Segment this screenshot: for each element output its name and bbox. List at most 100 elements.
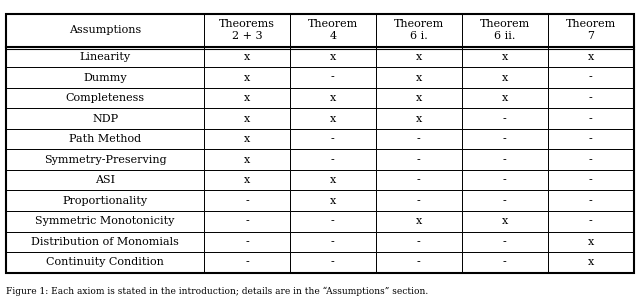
Text: x: x [502, 72, 508, 83]
Text: x: x [330, 52, 336, 62]
Bar [6, 108, 204, 129]
Bar [376, 252, 461, 273]
Text: x: x [330, 93, 336, 103]
Text: -: - [331, 155, 335, 165]
Text: x: x [330, 114, 336, 124]
Text: -: - [503, 155, 507, 165]
Bar [548, 88, 634, 108]
Bar [290, 190, 376, 211]
Bar [290, 252, 376, 273]
Text: Linearity: Linearity [79, 52, 131, 62]
Bar [548, 170, 634, 190]
Bar [548, 190, 634, 211]
Bar [461, 108, 548, 129]
Bar [6, 129, 204, 149]
Bar [376, 211, 461, 232]
Bar [204, 252, 290, 273]
Text: -: - [245, 257, 249, 267]
Text: -: - [417, 237, 420, 247]
Bar [548, 211, 634, 232]
Bar [461, 14, 548, 47]
Text: x: x [244, 134, 250, 144]
Text: -: - [331, 134, 335, 144]
Bar [6, 211, 204, 232]
Bar [290, 88, 376, 108]
Bar [6, 190, 204, 211]
Text: x: x [502, 52, 508, 62]
Bar [6, 252, 204, 273]
Text: Theorem
6 i.: Theorem 6 i. [394, 19, 444, 42]
Text: Figure 1: Each axiom is stated in the introduction; details are in the “Assumpti: Figure 1: Each axiom is stated in the in… [6, 286, 429, 296]
Text: Theorem
4: Theorem 4 [308, 19, 358, 42]
Text: Path Method: Path Method [69, 134, 141, 144]
Text: Continuity Condition: Continuity Condition [46, 257, 164, 267]
Text: -: - [503, 257, 507, 267]
Bar [548, 129, 634, 149]
Bar [376, 149, 461, 170]
Text: Distribution of Monomials: Distribution of Monomials [31, 237, 179, 247]
Text: -: - [503, 175, 507, 185]
Text: x: x [244, 52, 250, 62]
Bar [461, 170, 548, 190]
Bar [290, 108, 376, 129]
Text: Assumptions: Assumptions [69, 25, 141, 35]
Bar [290, 232, 376, 252]
Text: -: - [331, 237, 335, 247]
Bar [204, 232, 290, 252]
Bar [204, 190, 290, 211]
Text: -: - [589, 216, 593, 226]
Text: Proportionality: Proportionality [63, 196, 148, 206]
Bar [290, 211, 376, 232]
Text: -: - [245, 237, 249, 247]
Text: Theorem
6 ii.: Theorem 6 ii. [479, 19, 530, 42]
Bar [376, 170, 461, 190]
Text: -: - [589, 196, 593, 206]
Text: -: - [417, 175, 420, 185]
Text: -: - [417, 257, 420, 267]
Text: Symmetric Monotonicity: Symmetric Monotonicity [35, 216, 175, 226]
Bar [461, 232, 548, 252]
Bar [204, 149, 290, 170]
Bar [290, 129, 376, 149]
Text: -: - [331, 72, 335, 83]
Bar [204, 129, 290, 149]
Bar [548, 14, 634, 47]
Bar [461, 47, 548, 67]
Bar [548, 47, 634, 67]
Text: x: x [588, 257, 594, 267]
Bar [6, 149, 204, 170]
Text: -: - [503, 134, 507, 144]
Bar [461, 211, 548, 232]
Text: -: - [503, 196, 507, 206]
Text: Dummy: Dummy [83, 72, 127, 83]
Text: x: x [415, 72, 422, 83]
Bar [461, 149, 548, 170]
Bar [204, 108, 290, 129]
Bar [376, 88, 461, 108]
Bar [376, 232, 461, 252]
Text: Theorems
2 + 3: Theorems 2 + 3 [219, 19, 275, 42]
Bar [204, 47, 290, 67]
Text: x: x [588, 52, 594, 62]
Text: x: x [502, 93, 508, 103]
Bar [376, 67, 461, 88]
Bar [6, 170, 204, 190]
Text: x: x [244, 114, 250, 124]
Text: x: x [415, 93, 422, 103]
Bar [6, 67, 204, 88]
Text: -: - [503, 237, 507, 247]
Bar [376, 47, 461, 67]
Bar [461, 88, 548, 108]
Bar [6, 88, 204, 108]
Bar [548, 108, 634, 129]
Text: -: - [245, 216, 249, 226]
Text: Symmetry-Preserving: Symmetry-Preserving [44, 155, 166, 165]
Text: x: x [415, 52, 422, 62]
Bar [204, 170, 290, 190]
Text: x: x [502, 216, 508, 226]
Text: -: - [589, 134, 593, 144]
Bar [461, 190, 548, 211]
Bar [376, 129, 461, 149]
Bar [6, 47, 204, 67]
Bar [6, 14, 204, 47]
